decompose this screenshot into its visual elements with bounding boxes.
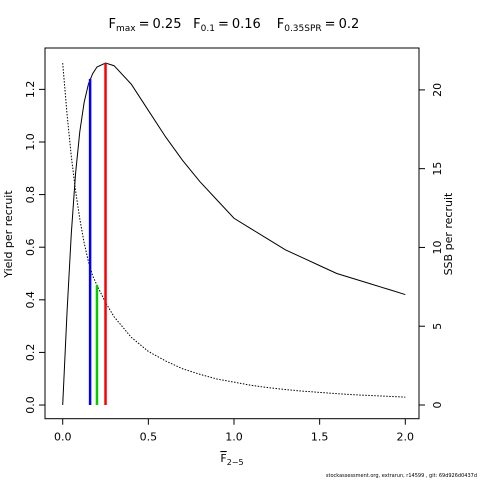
series-line (62, 62, 406, 406)
title-symbol: F (193, 17, 200, 32)
title-operator: = (325, 17, 336, 32)
title-part: F0.1 = 0.16 (193, 17, 261, 34)
x-tick-label: 1.5 (311, 431, 329, 444)
y-tick-label: 1.2 (24, 81, 37, 99)
y-tick-label: 0.8 (24, 186, 37, 204)
x-label-symbol: F (220, 452, 226, 465)
title-part: F0.35SPR = 0.2 (277, 17, 360, 34)
y2-tick-label: 0 (431, 401, 444, 408)
x-tick-label: 0.0 (54, 431, 72, 444)
title-operator: = (139, 17, 150, 32)
title-symbol: F (109, 17, 116, 32)
title-operator: = (218, 17, 229, 32)
y2-tick-label: 5 (431, 323, 444, 330)
y2-tick-label: 15 (431, 162, 444, 176)
y-axis-label: Yield per recruit (2, 190, 15, 279)
y-tick-label: 0.6 (24, 238, 37, 256)
x-axis-label: F2−5 (220, 452, 243, 467)
y2-tick-label: 10 (431, 240, 444, 254)
x-label-subscript: 2−5 (227, 458, 244, 467)
footer: stockassessment.org, extrarun, r14599 , … (326, 473, 477, 479)
title-part: Fmax = 0.25 (109, 17, 182, 34)
title-subscript: 0.1 (201, 24, 215, 34)
title-value: 0.16 (232, 17, 261, 32)
series-line (62, 63, 406, 398)
y2-tick-label: 20 (431, 83, 444, 97)
title-symbol: F (277, 17, 284, 32)
y-tick-label: 0.2 (24, 344, 37, 362)
plot-frame (44, 47, 420, 420)
y-tick-label: 0.0 (24, 396, 37, 414)
title-value: 0.2 (339, 17, 360, 32)
title-subscript: 0.35SPR (284, 24, 321, 34)
x-tick-label: 0.5 (140, 431, 158, 444)
title-subscript: max (116, 24, 136, 34)
title-value: 0.25 (153, 17, 182, 32)
x-tick-label: 2.0 (397, 431, 415, 444)
y-tick-label: 0.4 (24, 291, 37, 309)
y-tick-label: 1.0 (24, 133, 37, 151)
x-tick-label: 1.0 (225, 431, 243, 444)
y2-axis-label: SSB per recruit (442, 192, 455, 275)
